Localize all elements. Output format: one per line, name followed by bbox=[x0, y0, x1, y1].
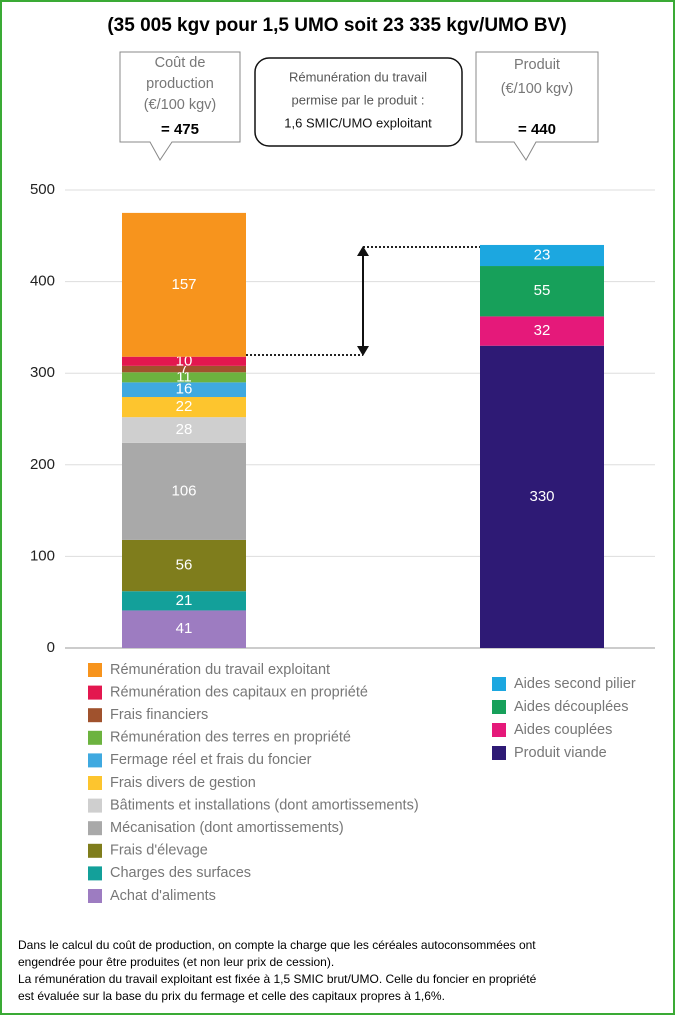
bar-segment bbox=[122, 356, 246, 366]
footnote: Dans le calcul du coût de production, on… bbox=[18, 938, 537, 1003]
footnote-line: Dans le calcul du coût de production, on… bbox=[18, 938, 536, 952]
callout-text: (€/100 kgv) bbox=[501, 81, 574, 97]
legend-label: Frais d'élevage bbox=[110, 843, 208, 859]
callout bbox=[254, 57, 463, 147]
legend-label: Rémunération des capitaux en propriété bbox=[110, 684, 368, 700]
callout-text: Coût de bbox=[155, 55, 206, 71]
footnote-line: engendrée pour être produites (et non le… bbox=[18, 955, 334, 969]
legend-swatch bbox=[88, 776, 102, 790]
legend-swatch bbox=[88, 753, 102, 768]
legend-label: Frais financiers bbox=[110, 707, 208, 723]
data-label: 56 bbox=[176, 557, 193, 574]
legend-label: Fermage réel et frais du foncier bbox=[110, 752, 312, 768]
bar-segment bbox=[122, 539, 246, 592]
legend-swatch bbox=[88, 843, 102, 858]
bar-segment bbox=[122, 610, 246, 648]
legend-label: Achat d'aliments bbox=[110, 888, 216, 904]
bar-segment bbox=[122, 212, 246, 357]
legend-label: Aides second pilier bbox=[514, 676, 636, 692]
bar-segment bbox=[122, 372, 246, 383]
legend-label: Bâtiments et installations (dont amortis… bbox=[110, 797, 419, 813]
bar-segment bbox=[122, 365, 246, 373]
bar-segment bbox=[122, 591, 246, 611]
callout-text: production bbox=[146, 76, 214, 92]
legend-label: Charges des surfaces bbox=[110, 865, 251, 881]
legend-label: Rémunération du travail exploitant bbox=[110, 662, 330, 678]
data-label: 23 bbox=[534, 246, 551, 263]
plot: 0100200300400500412156106282216117101573… bbox=[30, 181, 655, 656]
callout-text: = 475 bbox=[161, 121, 199, 138]
callout-text: 1,6 SMIC/UMO exploitant bbox=[284, 115, 432, 130]
callout-text: Rémunération du travail bbox=[289, 69, 427, 84]
bar-segment bbox=[480, 244, 604, 267]
y-tick-label: 0 bbox=[47, 639, 55, 656]
legend-swatch bbox=[492, 723, 506, 737]
legend-swatch bbox=[88, 730, 102, 745]
data-label: 11 bbox=[176, 368, 192, 385]
bar-segment bbox=[122, 397, 246, 418]
callout-text: Produit bbox=[514, 57, 560, 73]
data-label: 106 bbox=[171, 482, 196, 499]
bar-segment bbox=[480, 316, 604, 346]
data-label: 32 bbox=[534, 322, 551, 339]
legend-label: Rémunération des terres en propriété bbox=[110, 730, 351, 746]
data-label: 22 bbox=[176, 398, 193, 415]
data-label: 55 bbox=[534, 282, 551, 299]
legend-label: Aides couplées bbox=[514, 722, 612, 738]
legend-swatch bbox=[88, 685, 102, 700]
bar-segment bbox=[122, 442, 246, 540]
legend-label: Aides découplées bbox=[514, 699, 628, 715]
callout-text: permise par le produit : bbox=[292, 92, 425, 107]
data-label: 41 bbox=[176, 620, 193, 637]
data-label: 21 bbox=[176, 592, 193, 609]
footnote-line: est évaluée sur la base du prix du ferma… bbox=[18, 989, 445, 1003]
y-tick-label: 100 bbox=[30, 547, 55, 564]
callout bbox=[119, 51, 241, 161]
legend-swatch bbox=[88, 663, 102, 677]
legend-swatch bbox=[88, 708, 102, 723]
bar-segment bbox=[122, 382, 246, 398]
legend-swatch bbox=[88, 798, 102, 813]
data-label: 157 bbox=[171, 276, 196, 293]
bar-segment bbox=[480, 345, 604, 648]
y-tick-label: 300 bbox=[30, 364, 55, 381]
data-label: 7 bbox=[180, 360, 188, 377]
callout-text: (€/100 kgv) bbox=[144, 97, 217, 113]
legend-label: Produit viande bbox=[514, 745, 607, 761]
data-label: 28 bbox=[176, 421, 193, 438]
data-label: 16 bbox=[176, 381, 193, 398]
legend-swatch bbox=[88, 889, 102, 903]
data-label: 330 bbox=[529, 488, 554, 505]
legend-swatch bbox=[88, 821, 102, 836]
legend-label: Mécanisation (dont amortissements) bbox=[110, 820, 344, 836]
bar-segment bbox=[480, 266, 604, 317]
legend-swatch bbox=[88, 866, 102, 881]
legend: Rémunération du travail exploitant Rémuné… bbox=[88, 662, 636, 904]
legend-swatch bbox=[492, 700, 506, 714]
legend-swatch bbox=[492, 746, 506, 760]
y-tick-label: 200 bbox=[30, 456, 55, 473]
y-tick-label: 400 bbox=[30, 273, 55, 290]
legend-label: Frais divers de gestion bbox=[110, 775, 256, 791]
legend-swatch bbox=[492, 677, 506, 691]
y-tick-label: 500 bbox=[30, 181, 55, 198]
footnote-line: La rémunération du travail exploitant es… bbox=[18, 972, 537, 986]
callout-text: = 440 bbox=[518, 121, 556, 138]
chart-title: (35 005 kgv pour 1,5 UMO soit 23 335 kgv… bbox=[107, 15, 566, 36]
callout bbox=[475, 51, 599, 161]
bar-segment bbox=[122, 417, 246, 443]
